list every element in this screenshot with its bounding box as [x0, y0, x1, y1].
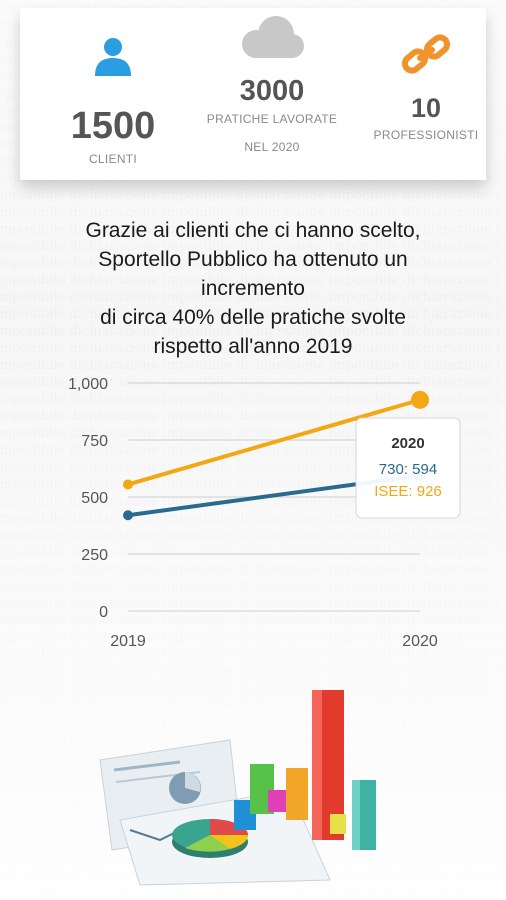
- x-tick-label: 2019: [110, 633, 146, 650]
- data-point: [123, 510, 133, 521]
- headline-line-5: rispetto all'anno 2019: [153, 335, 353, 358]
- user-icon: [95, 38, 131, 76]
- tooltip-line: ISEE: 926: [374, 483, 442, 500]
- headline: Grazie ai clienti che ci hanno scelto, S…: [20, 216, 486, 361]
- data-point: [411, 390, 429, 409]
- stat-pratiche-label-1: PRATICHE LAVORATE: [206, 112, 338, 126]
- stat-pratiche-value: 3000: [239, 75, 305, 107]
- stat-pratiche-label-2: NEL 2020: [244, 140, 300, 154]
- stat-professionisti-value: 10: [410, 93, 442, 123]
- series-line-isee: [126, 397, 422, 487]
- cloud-icon: [242, 16, 304, 58]
- stat-professionisti-label: PROFESSIONISTI: [373, 128, 479, 142]
- tooltip-line: 730: 594: [379, 461, 437, 478]
- stat-professionisti: 10 PROFESSIONISTI: [364, 30, 488, 146]
- headline-line-2: Sportello Pubblico ha ottenuto un: [98, 248, 408, 271]
- headline-line-4: di circa 40% delle pratiche svolte: [100, 306, 406, 329]
- y-tick-label: 750: [81, 433, 108, 450]
- stats-card: 1500 CLIENTI 3000 PRATICHE LAVORATE NEL …: [20, 8, 486, 180]
- stat-clienti: 1500 CLIENTI: [58, 34, 168, 170]
- y-tick-label: 500: [81, 490, 108, 507]
- stat-pratiche: 3000 PRATICHE LAVORATE NEL 2020: [188, 12, 356, 158]
- stat-clienti-label: CLIENTI: [88, 152, 138, 166]
- x-tick-label: 2020: [402, 633, 438, 650]
- y-tick-label: 250: [81, 547, 108, 564]
- headline-line-1: Grazie ai clienti che ci hanno scelto,: [85, 219, 421, 242]
- line-chart[interactable]: 0 250 500 750 1,000 2019 2020 2020 730: 594 ISEE:…: [0, 366, 506, 666]
- stat-clienti-value: 1500: [70, 105, 156, 147]
- tooltip-title: 2020: [391, 435, 424, 452]
- y-tick-label: 0: [99, 604, 108, 621]
- data-point: [123, 479, 133, 490]
- link-icon: [401, 34, 451, 74]
- business-charts-illustration: [99, 690, 376, 886]
- chart-tooltip: [355, 417, 461, 519]
- headline-line-3: incremento: [201, 277, 305, 300]
- y-tick-label: 1,000: [68, 376, 108, 393]
